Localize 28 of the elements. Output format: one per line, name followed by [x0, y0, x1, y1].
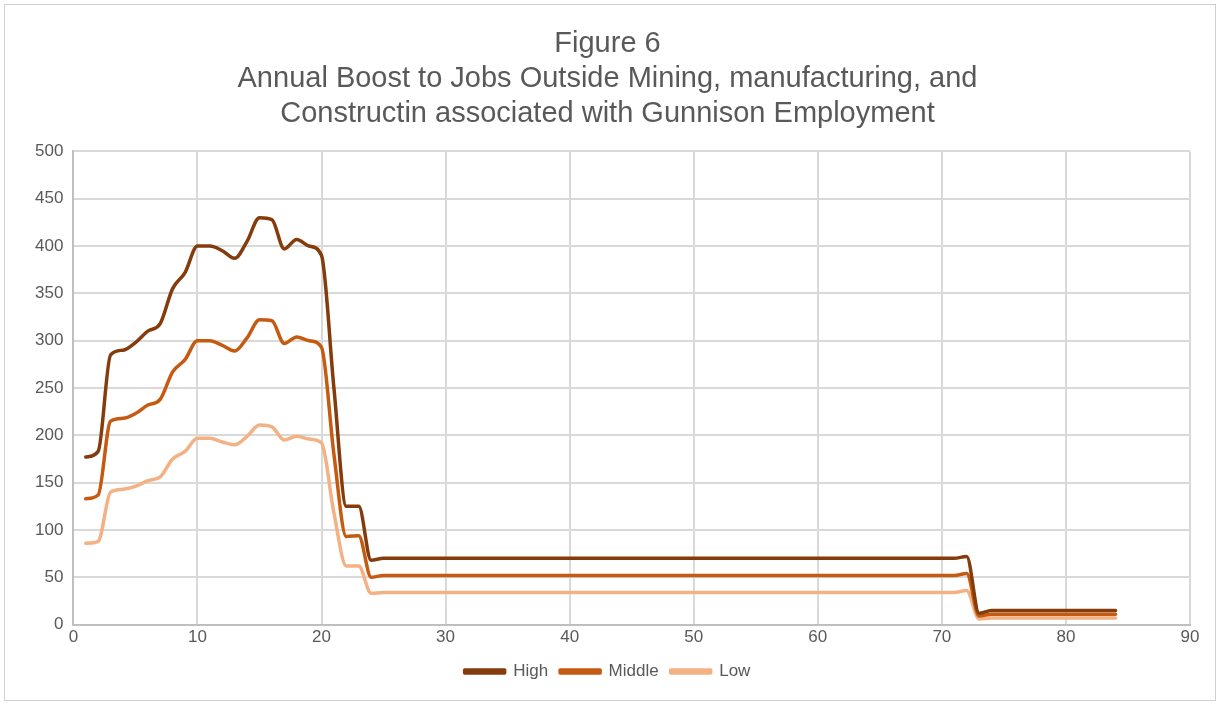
y-tick-label: 250 — [34, 377, 64, 397]
legend-label: Middle — [608, 661, 659, 681]
x-tick-label: 60 — [808, 627, 828, 647]
y-tick-label: 350 — [34, 283, 64, 303]
x-tick-label: 80 — [1056, 627, 1076, 647]
y-tick-label: 450 — [34, 188, 64, 208]
x-tick-label: 90 — [1180, 627, 1200, 647]
y-tick-label: 400 — [34, 235, 64, 255]
x-tick-label: 50 — [684, 627, 704, 647]
y-tick-label: 500 — [34, 141, 64, 161]
x-tick-label: 40 — [560, 627, 580, 647]
line-series — [84, 423, 1118, 621]
x-tick-label: 0 — [68, 627, 79, 647]
line-series — [84, 215, 1118, 615]
y-tick-label: 0 — [53, 614, 64, 634]
legend-label: Low — [719, 661, 752, 681]
y-tick-label: 300 — [34, 330, 64, 350]
x-tick-label: 20 — [312, 627, 331, 647]
line-series — [84, 318, 1118, 618]
chart-title: Figure 6 Annual Boost to Jobs Outside Mining, manufacturing, and Constructin associated with Gunnison Employment — [237, 26, 978, 128]
y-tick-label: 150 — [34, 472, 64, 492]
x-tick-label: 30 — [436, 627, 456, 647]
x-tick-label: 10 — [187, 627, 207, 647]
y-tick-label: 50 — [44, 566, 64, 586]
x-tick-label: 70 — [932, 627, 952, 647]
y-tick-label: 200 — [34, 425, 64, 445]
legend-label: High — [513, 661, 549, 681]
y-tick-label: 100 — [34, 519, 64, 539]
